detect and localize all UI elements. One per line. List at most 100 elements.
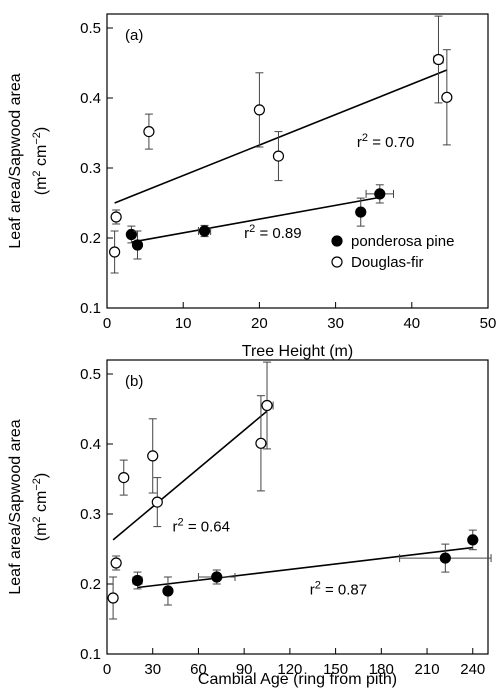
series-douglas-fir: r2 = 0.64 [107,361,274,620]
data-point [107,592,119,604]
x-tick-label: 50 [480,315,497,332]
x-tick-label: 10 [175,315,192,332]
x-tick-label: 30 [144,661,161,678]
data-point [143,126,155,138]
text-part: 2 [31,170,43,176]
data-point [253,104,265,116]
y-tick-label: 0.2 [80,230,101,247]
data-point [110,557,122,569]
r-squared-label: r2 = 0.64 [173,517,230,536]
series-douglas-fir: r2 = 0.70 [109,15,453,274]
y-axis-title: Leaf area/Sapwood area [7,419,24,594]
x-tick-label: 150 [323,661,348,678]
regression-line [114,69,448,204]
x-tick-label: 0 [103,661,111,678]
text-part: (m [33,523,50,542]
data-point [125,228,137,241]
data-point [131,574,144,587]
y-axis-title: Leaf area/Sapwood area [7,73,24,248]
series-ponderosa-pine: r2 = 0.89 [125,184,395,260]
data-point [151,496,163,508]
y-tick-label: 0.4 [80,90,101,107]
panel-a: 0 10 20 30 40 50 0.1 0.2 0.3 0.4 0.5 Tree Height (m… [7,13,497,360]
x-tick-label: 30 [327,315,344,332]
text-part: = 0.70 [368,134,414,151]
y-tick-label: 0.1 [80,300,101,317]
regression-line [131,196,380,243]
text-part: = 0.89 [255,225,301,242]
x-tick-label: 120 [277,661,302,678]
data-point [261,399,273,412]
x-axis-title: Cambial Age (ring from pith) [198,671,397,688]
data-point [198,225,211,237]
panel-label: (b) [125,373,143,390]
text-part: ) [33,473,50,478]
data-point [467,534,479,546]
data-point [272,150,285,162]
data-point [211,571,223,583]
data-point [441,91,453,103]
data-point [255,437,267,449]
text-part: 2 [249,223,255,235]
y-tick-label: 0.5 [80,366,101,383]
text-part: cm [33,145,50,171]
plot-frame [106,359,489,655]
panel-b: 0 30 60 90 120 150 180 210 240 0.1 0.2 0.3 0.4 0.5 Cam… [7,359,492,688]
legend-marker [331,235,343,247]
y-tick-label: 0.4 [80,436,101,453]
x-axis-title: Tree Height (m) [242,343,353,360]
r-squared-label: r2 = 0.87 [310,580,367,599]
text-part: (m [33,177,50,196]
x-tick-label: 210 [415,661,440,678]
data-point [355,206,367,218]
panel-label: (a) [125,27,143,44]
plot-frame [106,13,489,309]
x-tick-label: 0 [103,315,111,332]
r-squared-label: r2 = 0.70 [357,132,414,151]
x-tick-label: 180 [369,661,394,678]
text-part: −2 [31,132,43,145]
legend-label: ponderosa pine [351,233,454,250]
x-tick-label: 240 [460,661,485,678]
text-part: cm [33,491,50,517]
data-point [147,450,159,462]
data-point [439,552,451,564]
y-tick-label: 0.5 [80,20,101,37]
data-point [110,211,122,223]
text-part: 2 [31,516,43,522]
y-tick-label: 0.3 [80,506,101,523]
y-axis-unit: (m2 cm−2) [31,127,50,195]
regression-line [137,546,473,589]
legend-marker [331,256,343,268]
r-squared-label: r2 = 0.89 [244,223,301,242]
y-tick-label: 0.1 [80,646,101,663]
text-part: 2 [315,580,321,592]
text-part: r [173,519,178,536]
regression-line [112,410,268,541]
text-part: 2 [178,517,184,529]
text-part: r [357,134,362,151]
data-point [162,585,174,597]
legend: ponderosa pine Douglas-fir [331,233,454,271]
x-tick-label: 90 [236,661,253,678]
text-part: r [310,582,315,599]
data-point [109,246,121,258]
text-part: r [244,225,249,242]
text-part: = 0.64 [184,519,230,536]
y-tick-label: 0.2 [80,576,101,593]
y-tick-label: 0.3 [80,160,101,177]
text-part: 2 [362,132,368,144]
data-point [374,188,386,200]
text-part: = 0.87 [321,582,367,599]
legend-label: Douglas-fir [351,254,424,271]
x-tick-label: 60 [190,661,207,678]
text-part: −2 [31,478,43,491]
series-ponderosa-pine: r2 = 0.87 [131,529,492,606]
data-point [432,53,445,66]
data-point [131,239,144,251]
x-tick-label: 40 [403,315,420,332]
data-point [118,472,130,484]
text-part: ) [33,127,50,132]
x-tick-label: 20 [251,315,268,332]
